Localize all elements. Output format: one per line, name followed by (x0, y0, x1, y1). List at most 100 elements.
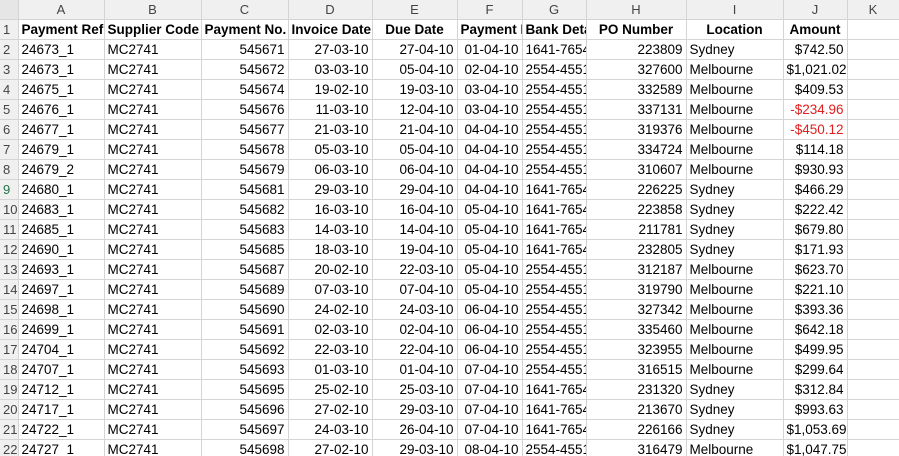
data-cell[interactable]: $222.42 (783, 199, 848, 220)
data-cell[interactable]: Sydney (686, 179, 784, 200)
data-cell[interactable]: 24712_1 (18, 379, 105, 400)
data-cell[interactable]: 316515 (586, 359, 687, 380)
empty-cell[interactable] (847, 79, 899, 100)
column-header-b[interactable]: B (104, 0, 202, 20)
data-cell[interactable]: 21-03-10 (288, 119, 373, 140)
data-cell[interactable]: 1641-7654320-72 (522, 419, 587, 440)
data-cell[interactable]: 27-02-10 (288, 399, 373, 420)
data-cell[interactable]: MC2741 (104, 279, 202, 300)
column-title-cell[interactable]: Bank Details (522, 19, 587, 40)
data-cell[interactable]: 319790 (586, 279, 687, 300)
data-cell[interactable]: 24707_1 (18, 359, 105, 380)
data-cell[interactable]: $393.36 (783, 299, 848, 320)
data-cell[interactable]: $221.10 (783, 279, 848, 300)
data-cell[interactable]: $642.18 (783, 319, 848, 340)
data-cell[interactable]: 2554-4551221-33 (522, 139, 587, 160)
data-cell[interactable]: 05-04-10 (372, 139, 458, 160)
data-cell[interactable]: 03-04-10 (457, 79, 523, 100)
data-cell[interactable]: 545677 (201, 119, 289, 140)
data-cell[interactable]: 226166 (586, 419, 687, 440)
data-cell[interactable]: 310607 (586, 159, 687, 180)
data-cell[interactable]: 24677_1 (18, 119, 105, 140)
data-cell[interactable]: 545679 (201, 159, 289, 180)
data-cell[interactable]: 545693 (201, 359, 289, 380)
data-cell[interactable]: 545685 (201, 239, 289, 260)
data-cell[interactable]: MC2741 (104, 139, 202, 160)
row-header[interactable]: 13 (0, 259, 19, 280)
data-cell[interactable]: 06-03-10 (288, 159, 373, 180)
data-cell[interactable]: $1,053.69 (783, 419, 848, 440)
data-cell[interactable]: 24679_1 (18, 139, 105, 160)
data-cell[interactable]: 335460 (586, 319, 687, 340)
row-header[interactable]: 14 (0, 279, 19, 300)
column-header-k[interactable]: K (847, 0, 899, 20)
data-cell[interactable]: 2554-4551221-33 (522, 339, 587, 360)
data-cell[interactable]: 14-04-10 (372, 219, 458, 240)
data-cell[interactable]: 332589 (586, 79, 687, 100)
data-cell[interactable]: 05-04-10 (457, 259, 523, 280)
data-cell[interactable]: $466.29 (783, 179, 848, 200)
data-cell[interactable]: Melbourne (686, 159, 784, 180)
data-cell[interactable]: 24704_1 (18, 339, 105, 360)
data-cell[interactable]: 07-04-10 (457, 399, 523, 420)
data-cell[interactable]: 2554-4551221-33 (522, 439, 587, 456)
row-header[interactable]: 2 (0, 39, 19, 60)
empty-cell[interactable] (847, 419, 899, 440)
row-header[interactable]: 4 (0, 79, 19, 100)
data-cell[interactable]: $679.80 (783, 219, 848, 240)
data-cell[interactable]: 2554-4551221-33 (522, 299, 587, 320)
data-cell[interactable]: 2554-4551221-33 (522, 319, 587, 340)
data-cell[interactable]: Melbourne (686, 139, 784, 160)
row-header[interactable]: 11 (0, 219, 19, 240)
empty-cell[interactable] (847, 319, 899, 340)
data-cell[interactable]: MC2741 (104, 79, 202, 100)
data-cell[interactable]: 232805 (586, 239, 687, 260)
data-cell[interactable]: 545689 (201, 279, 289, 300)
data-cell[interactable]: 231320 (586, 379, 687, 400)
data-cell[interactable]: MC2741 (104, 299, 202, 320)
data-cell[interactable]: 08-04-10 (457, 439, 523, 456)
column-header-j[interactable]: J (783, 0, 848, 20)
empty-cell[interactable] (847, 19, 899, 40)
data-cell[interactable]: 24697_1 (18, 279, 105, 300)
empty-cell[interactable] (847, 359, 899, 380)
empty-cell[interactable] (847, 279, 899, 300)
data-cell[interactable]: 29-03-10 (372, 439, 458, 456)
data-cell[interactable]: MC2741 (104, 379, 202, 400)
data-cell[interactable]: Melbourne (686, 279, 784, 300)
data-cell[interactable]: $1,047.75 (783, 439, 848, 456)
data-cell[interactable]: 07-04-10 (457, 419, 523, 440)
column-title-cell[interactable]: Supplier Code (104, 19, 202, 40)
data-cell[interactable]: Melbourne (686, 359, 784, 380)
data-cell[interactable]: 211781 (586, 219, 687, 240)
select-all-corner[interactable] (0, 0, 19, 20)
data-cell[interactable]: Melbourne (686, 119, 784, 140)
data-cell[interactable]: 16-03-10 (288, 199, 373, 220)
data-cell[interactable]: 24-02-10 (288, 299, 373, 320)
row-header[interactable]: 8 (0, 159, 19, 180)
data-cell[interactable]: MC2741 (104, 319, 202, 340)
data-cell[interactable]: 1641-7654320-72 (522, 39, 587, 60)
data-cell[interactable]: 24717_1 (18, 399, 105, 420)
empty-cell[interactable] (847, 59, 899, 80)
column-title-cell[interactable]: Amount (783, 19, 848, 40)
data-cell[interactable]: Sydney (686, 199, 784, 220)
column-header-f[interactable]: F (457, 0, 523, 20)
column-title-cell[interactable]: Due Date (372, 19, 458, 40)
data-cell[interactable]: 312187 (586, 259, 687, 280)
data-cell[interactable]: $993.63 (783, 399, 848, 420)
empty-cell[interactable] (847, 219, 899, 240)
data-cell[interactable]: 20-02-10 (288, 259, 373, 280)
data-cell[interactable]: Melbourne (686, 299, 784, 320)
data-cell[interactable]: 2554-4551221-33 (522, 79, 587, 100)
data-cell[interactable]: 24673_1 (18, 39, 105, 60)
data-cell[interactable]: 545692 (201, 339, 289, 360)
data-cell[interactable]: 04-04-10 (457, 139, 523, 160)
column-title-cell[interactable]: PO Number (586, 19, 687, 40)
column-title-cell[interactable]: Payment No. (201, 19, 289, 40)
row-header[interactable]: 20 (0, 399, 19, 420)
row-header[interactable]: 19 (0, 379, 19, 400)
data-cell[interactable]: 21-04-10 (372, 119, 458, 140)
data-cell[interactable]: $409.53 (783, 79, 848, 100)
data-cell[interactable]: MC2741 (104, 39, 202, 60)
